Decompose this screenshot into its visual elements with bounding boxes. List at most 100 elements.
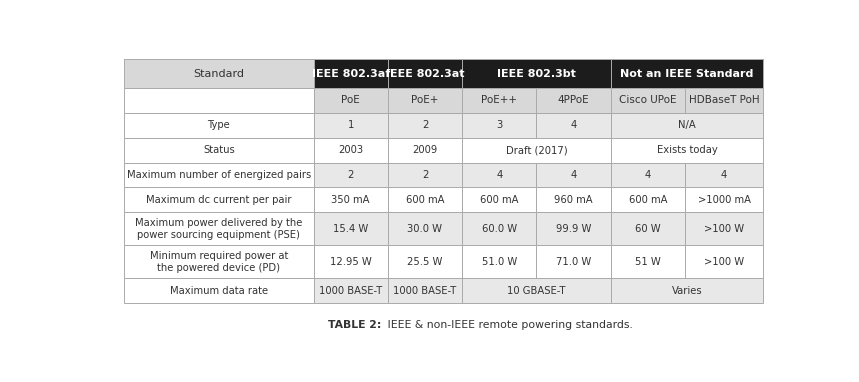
Bar (685, 88, 763, 113)
Text: 960 mA: 960 mA (554, 195, 593, 205)
Text: 2009: 2009 (412, 145, 437, 155)
Text: 1000 BASE-T: 1000 BASE-T (319, 286, 382, 296)
Text: 99.9 W: 99.9 W (556, 224, 591, 234)
Text: Draft (2017): Draft (2017) (506, 145, 567, 155)
Bar (611, 212, 685, 245)
Text: 60 W: 60 W (635, 224, 661, 234)
Bar (685, 187, 763, 212)
Bar (537, 162, 611, 187)
Bar (387, 278, 462, 303)
Bar (611, 187, 685, 212)
Text: 71.0 W: 71.0 W (556, 257, 591, 267)
Text: Cisco UPoE: Cisco UPoE (619, 96, 677, 105)
Bar (124, 245, 314, 278)
Bar (387, 245, 462, 278)
Text: 1: 1 (348, 120, 354, 130)
Bar (685, 162, 763, 187)
Bar (124, 278, 314, 303)
Bar (537, 187, 611, 212)
Bar (462, 113, 537, 138)
Text: TABLE 2:: TABLE 2: (328, 320, 381, 330)
Bar (314, 212, 387, 245)
Bar (537, 113, 611, 138)
Bar (387, 88, 462, 113)
Text: Maximum data rate: Maximum data rate (170, 286, 268, 296)
Text: Varies: Varies (672, 286, 703, 296)
Bar (537, 88, 611, 113)
Bar (124, 113, 314, 138)
Bar (611, 278, 763, 303)
Bar (387, 59, 462, 88)
Text: 4: 4 (570, 120, 576, 130)
Bar (462, 245, 537, 278)
Text: 15.4 W: 15.4 W (333, 224, 369, 234)
Text: PoE+: PoE+ (411, 96, 439, 105)
Text: 2: 2 (422, 170, 428, 180)
Text: Status: Status (203, 145, 235, 155)
Bar (314, 138, 387, 162)
Bar (124, 187, 314, 212)
Bar (124, 162, 314, 187)
Bar (462, 138, 611, 162)
Text: 4: 4 (721, 170, 728, 180)
Bar (462, 162, 537, 187)
Bar (314, 245, 387, 278)
Bar (462, 278, 611, 303)
Text: 60.0 W: 60.0 W (482, 224, 517, 234)
Text: Maximum power delivered by the
power sourcing equipment (PSE): Maximum power delivered by the power sou… (135, 218, 302, 240)
Text: 30.0 W: 30.0 W (407, 224, 442, 234)
Bar (124, 88, 314, 113)
Bar (124, 212, 314, 245)
Text: 51.0 W: 51.0 W (482, 257, 517, 267)
Bar (387, 187, 462, 212)
Text: 1000 BASE-T: 1000 BASE-T (393, 286, 457, 296)
Bar (462, 88, 537, 113)
Bar (685, 245, 763, 278)
Bar (314, 88, 387, 113)
Text: 12.95 W: 12.95 W (330, 257, 372, 267)
Bar (314, 113, 387, 138)
Bar (611, 138, 763, 162)
Bar (537, 245, 611, 278)
Bar (124, 138, 314, 162)
Text: HDBaseT PoH: HDBaseT PoH (689, 96, 759, 105)
Bar (685, 212, 763, 245)
Text: 4: 4 (570, 170, 576, 180)
Text: >1000 mA: >1000 mA (698, 195, 751, 205)
Bar (462, 212, 537, 245)
Text: 600 mA: 600 mA (480, 195, 519, 205)
Bar (124, 59, 314, 88)
Text: 2: 2 (348, 170, 354, 180)
Bar (462, 187, 537, 212)
Text: Standard: Standard (193, 68, 244, 79)
Text: 51 W: 51 W (635, 257, 661, 267)
Text: Exists today: Exists today (656, 145, 717, 155)
Text: 10 GBASE-T: 10 GBASE-T (507, 286, 566, 296)
Text: PoE++: PoE++ (481, 96, 517, 105)
Text: IEEE 802.3bt: IEEE 802.3bt (497, 68, 576, 79)
Bar (611, 245, 685, 278)
Bar (387, 113, 462, 138)
Bar (537, 212, 611, 245)
Text: >100 W: >100 W (704, 257, 744, 267)
Text: 2: 2 (422, 120, 428, 130)
Bar (611, 162, 685, 187)
Text: Maximum dc current per pair: Maximum dc current per pair (146, 195, 291, 205)
Text: 4PPoE: 4PPoE (557, 96, 589, 105)
Text: >100 W: >100 W (704, 224, 744, 234)
Text: IEEE 802.3at: IEEE 802.3at (386, 68, 464, 79)
Bar (387, 212, 462, 245)
Text: N/A: N/A (678, 120, 696, 130)
Bar (314, 59, 387, 88)
Bar (611, 113, 763, 138)
Bar (314, 187, 387, 212)
Bar (387, 162, 462, 187)
Text: Type: Type (207, 120, 230, 130)
Text: 4: 4 (645, 170, 651, 180)
Bar (611, 88, 685, 113)
Bar (314, 278, 387, 303)
Text: 600 mA: 600 mA (629, 195, 667, 205)
Text: 25.5 W: 25.5 W (407, 257, 442, 267)
Text: PoE: PoE (341, 96, 360, 105)
Text: 600 mA: 600 mA (405, 195, 444, 205)
